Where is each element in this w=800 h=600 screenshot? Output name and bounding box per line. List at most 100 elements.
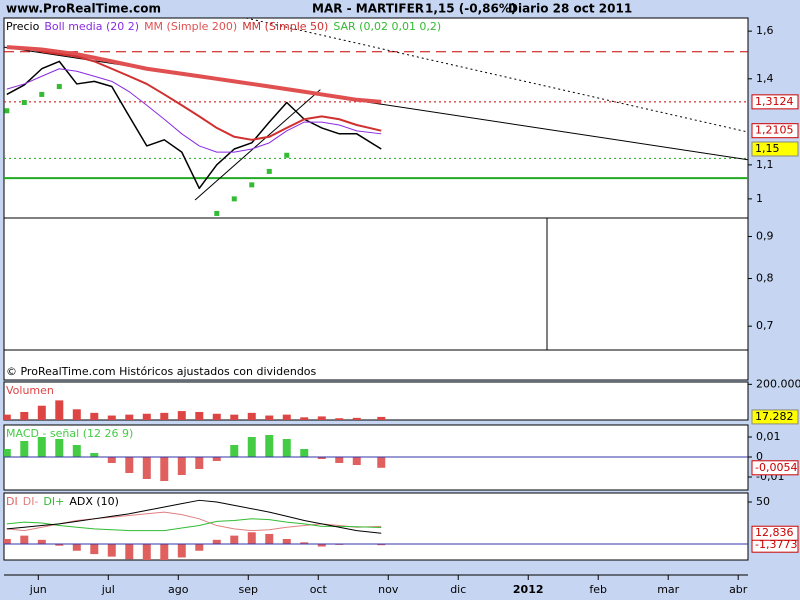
legend-entry: Boll media (20 2) (44, 20, 139, 33)
y-tick-label: 0 (756, 450, 763, 463)
bar (160, 412, 169, 420)
legend-entry: SAR (0,02 0,01 0,2) (333, 20, 441, 33)
value-label: 1,15 (755, 142, 780, 155)
legend-entry: Precio (6, 20, 40, 33)
series-line (6, 45, 382, 104)
bar (20, 441, 29, 457)
bar (107, 415, 116, 420)
bar (247, 412, 256, 420)
bar (282, 439, 291, 457)
bar (37, 405, 46, 420)
bar (317, 457, 326, 459)
y-tick-label: 1 (756, 192, 763, 205)
legend-entry: MACD - señal (12 26 9) (6, 427, 133, 440)
symbol: MAR - MARTIFER (312, 2, 424, 16)
bar (160, 544, 169, 560)
bar (20, 411, 29, 420)
series-line (6, 68, 382, 153)
panel (3, 17, 749, 381)
trend-line (194, 89, 321, 201)
x-tick-label: nov (378, 583, 399, 596)
bar (4, 538, 11, 545)
legend-entry: DI- (23, 495, 39, 508)
bar (282, 414, 291, 420)
y-tick-label: 0,8 (756, 272, 774, 285)
bar (90, 453, 99, 457)
bar (37, 539, 46, 545)
bar (195, 544, 204, 551)
series-line (6, 499, 382, 534)
value-label: 1,2105 (755, 124, 794, 137)
sar-dot (21, 100, 27, 106)
bar (377, 457, 386, 468)
bar (212, 539, 221, 545)
value-label: -0,0054 (755, 461, 797, 474)
bar (230, 414, 239, 420)
bar (212, 413, 221, 420)
bar (317, 544, 326, 547)
bar (230, 535, 239, 545)
period: Diario 28 oct 2011 (508, 2, 632, 16)
bar (125, 457, 134, 473)
bar (352, 457, 361, 465)
x-tick-label: jul (101, 583, 115, 596)
bar (177, 411, 186, 420)
bar (90, 412, 99, 420)
value-label: 17.282 (755, 410, 794, 423)
value-label: 1,3124 (755, 95, 794, 108)
x-tick-label: mar (657, 583, 679, 596)
plot (4, 400, 386, 420)
y-tick-label: 1,4 (756, 72, 774, 85)
y-tick-label: 1,6 (756, 24, 774, 37)
bar (300, 449, 309, 457)
value-label-box (751, 525, 799, 541)
bar (142, 457, 151, 479)
bar (125, 414, 134, 420)
bar (4, 414, 11, 420)
footnote: © ProRealTime.com Históricos ajustados c… (6, 365, 317, 378)
value-label-box (751, 94, 799, 110)
bar (107, 457, 116, 463)
plot (4, 435, 386, 481)
bar (195, 457, 204, 469)
bar (177, 544, 186, 558)
x-tick-label: sep (239, 583, 258, 596)
sar-dot (249, 182, 255, 188)
bar (142, 413, 151, 420)
y-tick-label: 0,9 (756, 229, 774, 242)
bar (247, 532, 256, 545)
bar (55, 544, 64, 546)
x-tick-label: ago (168, 583, 189, 596)
sar-dot (284, 152, 290, 158)
panel (3, 381, 749, 421)
series-line (41, 50, 382, 141)
legend-entry: Volumen (6, 384, 54, 397)
sar-dot (266, 168, 272, 174)
value-label-box (751, 409, 799, 425)
x-tick-label: dic (450, 583, 466, 596)
sar-dot (39, 91, 45, 97)
bar (4, 449, 11, 457)
y-tick-label: 1,1 (756, 158, 774, 171)
value-label-box (751, 460, 799, 476)
bar (55, 400, 64, 420)
value-label-box (751, 123, 799, 139)
trend-line (246, 18, 748, 133)
bar (72, 544, 81, 551)
bar (300, 417, 309, 420)
legend-entry: DI+ (43, 495, 64, 508)
bar (212, 457, 221, 461)
value-label: -1,3773 (755, 538, 797, 551)
y-tick-label: 50 (756, 495, 770, 508)
bar (377, 544, 386, 546)
plot (4, 18, 748, 216)
site: www.ProRealTime.com (6, 2, 161, 16)
bar (317, 416, 326, 420)
bar (282, 538, 291, 545)
x-tick-label: feb (589, 583, 607, 596)
bar (142, 544, 151, 560)
x-tick-label: abr (729, 583, 748, 596)
bar (247, 437, 256, 457)
